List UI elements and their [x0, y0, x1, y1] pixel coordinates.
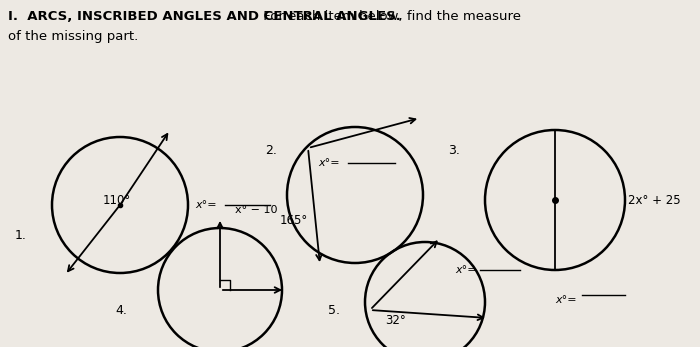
- Text: x° − 10: x° − 10: [235, 205, 277, 215]
- Text: 1.: 1.: [15, 229, 27, 242]
- Text: x°=: x°=: [555, 295, 577, 305]
- Text: For each item below, find the measure: For each item below, find the measure: [259, 10, 521, 23]
- Text: 32°: 32°: [385, 314, 406, 327]
- Text: I.  ARCS, INSCRIBED ANGLES AND CENTRAL ANGLES.: I. ARCS, INSCRIBED ANGLES AND CENTRAL AN…: [8, 10, 401, 23]
- Text: x°=: x°=: [195, 200, 216, 210]
- Text: x°=: x°=: [318, 158, 340, 168]
- Text: 110°: 110°: [103, 194, 132, 206]
- Text: 3.: 3.: [448, 144, 460, 156]
- Text: 165°: 165°: [280, 213, 308, 227]
- Text: 2x° + 25: 2x° + 25: [628, 194, 680, 206]
- Text: x°=: x°=: [455, 265, 477, 275]
- Text: 2.: 2.: [265, 144, 277, 156]
- Text: of the missing part.: of the missing part.: [8, 30, 139, 43]
- Text: 4.: 4.: [115, 304, 127, 316]
- Text: 5.: 5.: [328, 304, 340, 316]
